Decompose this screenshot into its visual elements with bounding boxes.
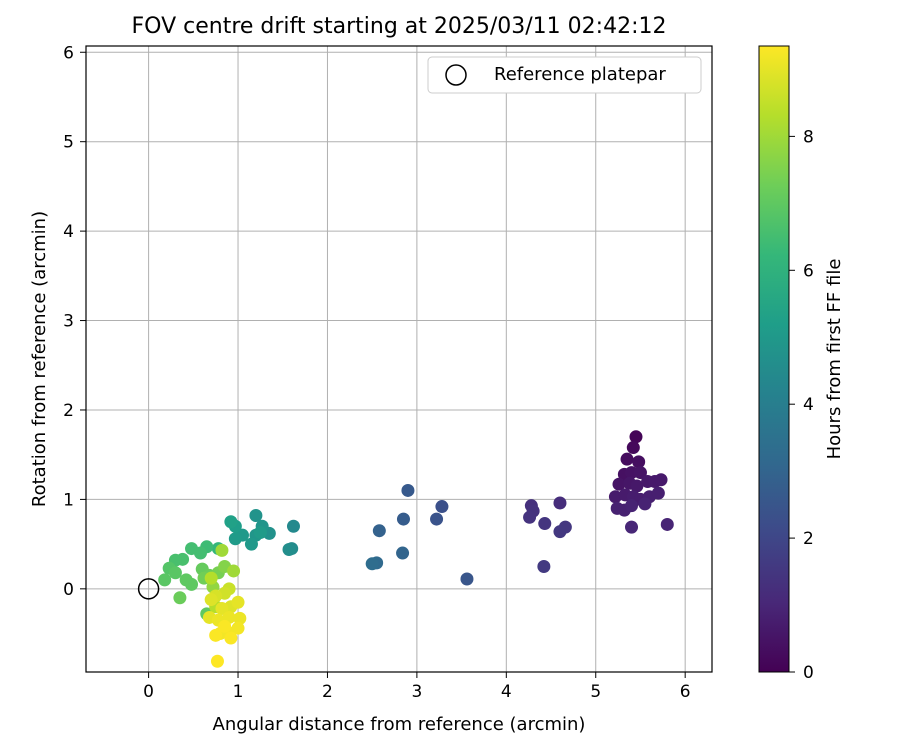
colorbar-tick-label: 8 <box>803 127 814 147</box>
data-point <box>185 542 199 556</box>
data-point <box>215 543 229 557</box>
legend-marker <box>445 64 467 86</box>
y-tick-label: 4 <box>63 222 74 242</box>
chart-title: FOV centre drift starting at 2025/03/11 … <box>132 14 667 39</box>
colorbar-gradient <box>758 45 790 673</box>
data-point <box>460 572 474 586</box>
data-point <box>168 566 182 580</box>
data-point <box>396 546 410 560</box>
y-tick-label: 3 <box>63 312 74 332</box>
x-axis-label: Angular distance from reference (arcmin) <box>213 714 586 735</box>
x-tick-label: 6 <box>680 682 691 702</box>
data-point <box>523 510 537 524</box>
colorbar-ticks: 0 2 4 6 8 <box>789 127 814 683</box>
data-point <box>625 466 639 480</box>
y-tick-label: 2 <box>63 401 74 421</box>
data-point <box>365 557 379 571</box>
colorbar-tick-label: 6 <box>803 261 814 281</box>
x-tick-label: 4 <box>501 682 512 702</box>
colorbar-tick-label: 0 <box>803 663 814 683</box>
x-tick-label: 1 <box>233 682 244 702</box>
data-point <box>620 452 634 466</box>
data-point <box>651 486 665 500</box>
data-point <box>612 477 626 491</box>
y-axis-ticks: 0 1 2 3 4 5 6 <box>63 43 86 600</box>
data-point <box>396 512 410 526</box>
data-point <box>231 621 245 635</box>
data-point <box>630 479 644 493</box>
data-point <box>372 524 386 538</box>
x-tick-label: 3 <box>411 682 422 702</box>
data-point <box>185 577 199 591</box>
data-point <box>626 441 640 455</box>
colorbar-tick-label: 4 <box>803 395 814 415</box>
data-point <box>228 532 242 546</box>
data-point <box>537 559 551 573</box>
data-point <box>210 654 224 668</box>
colorbar-tick-label: 2 <box>803 529 814 549</box>
data-point <box>209 628 223 642</box>
y-tick-label: 5 <box>63 133 74 153</box>
data-point <box>233 611 247 625</box>
data-point <box>654 473 668 487</box>
data-point <box>282 542 296 556</box>
grid <box>86 46 712 672</box>
data-point <box>204 593 218 607</box>
data-point <box>638 497 652 511</box>
data-point <box>231 595 245 609</box>
data-point <box>224 631 238 645</box>
data-point <box>173 591 187 605</box>
data-point <box>553 496 567 510</box>
data-point <box>249 509 263 522</box>
plot-frame <box>85 45 713 673</box>
x-tick-label: 5 <box>590 682 601 702</box>
x-axis-ticks: 0 1 2 3 4 5 6 <box>143 672 691 702</box>
data-point <box>660 517 674 531</box>
data-point <box>430 512 444 526</box>
data-point <box>435 500 449 514</box>
legend: Reference platepar <box>427 56 702 94</box>
data-point <box>633 466 647 480</box>
data-point <box>625 520 639 534</box>
data-point <box>401 483 415 497</box>
data-point <box>625 499 639 513</box>
data-point <box>204 571 218 585</box>
y-tick-label: 1 <box>63 490 74 510</box>
colorbar: 0 2 4 6 8 Hours from first FF file <box>758 45 845 683</box>
legend-label: Reference platepar <box>494 64 666 85</box>
data-point <box>158 573 172 587</box>
data-point <box>632 455 646 469</box>
data-point <box>553 525 567 539</box>
data-point <box>253 525 267 539</box>
data-point <box>215 602 229 616</box>
data-point <box>227 564 241 578</box>
data-point <box>244 537 258 551</box>
y-axis-label: Rotation from reference (arcmin) <box>29 211 50 507</box>
x-tick-label: 2 <box>322 682 333 702</box>
colorbar-label: Hours from first FF file <box>824 259 845 460</box>
data-point <box>218 619 232 633</box>
data-point <box>286 519 300 533</box>
reference-point-marker <box>137 578 160 600</box>
data-point <box>629 430 643 444</box>
legend-box <box>427 56 702 94</box>
y-tick-label: 6 <box>63 43 74 63</box>
data-point <box>224 515 238 529</box>
data-point <box>608 490 622 504</box>
data-points <box>158 430 674 668</box>
data-point <box>538 517 552 531</box>
x-tick-label: 0 <box>143 682 154 702</box>
y-tick-label: 0 <box>63 580 74 600</box>
